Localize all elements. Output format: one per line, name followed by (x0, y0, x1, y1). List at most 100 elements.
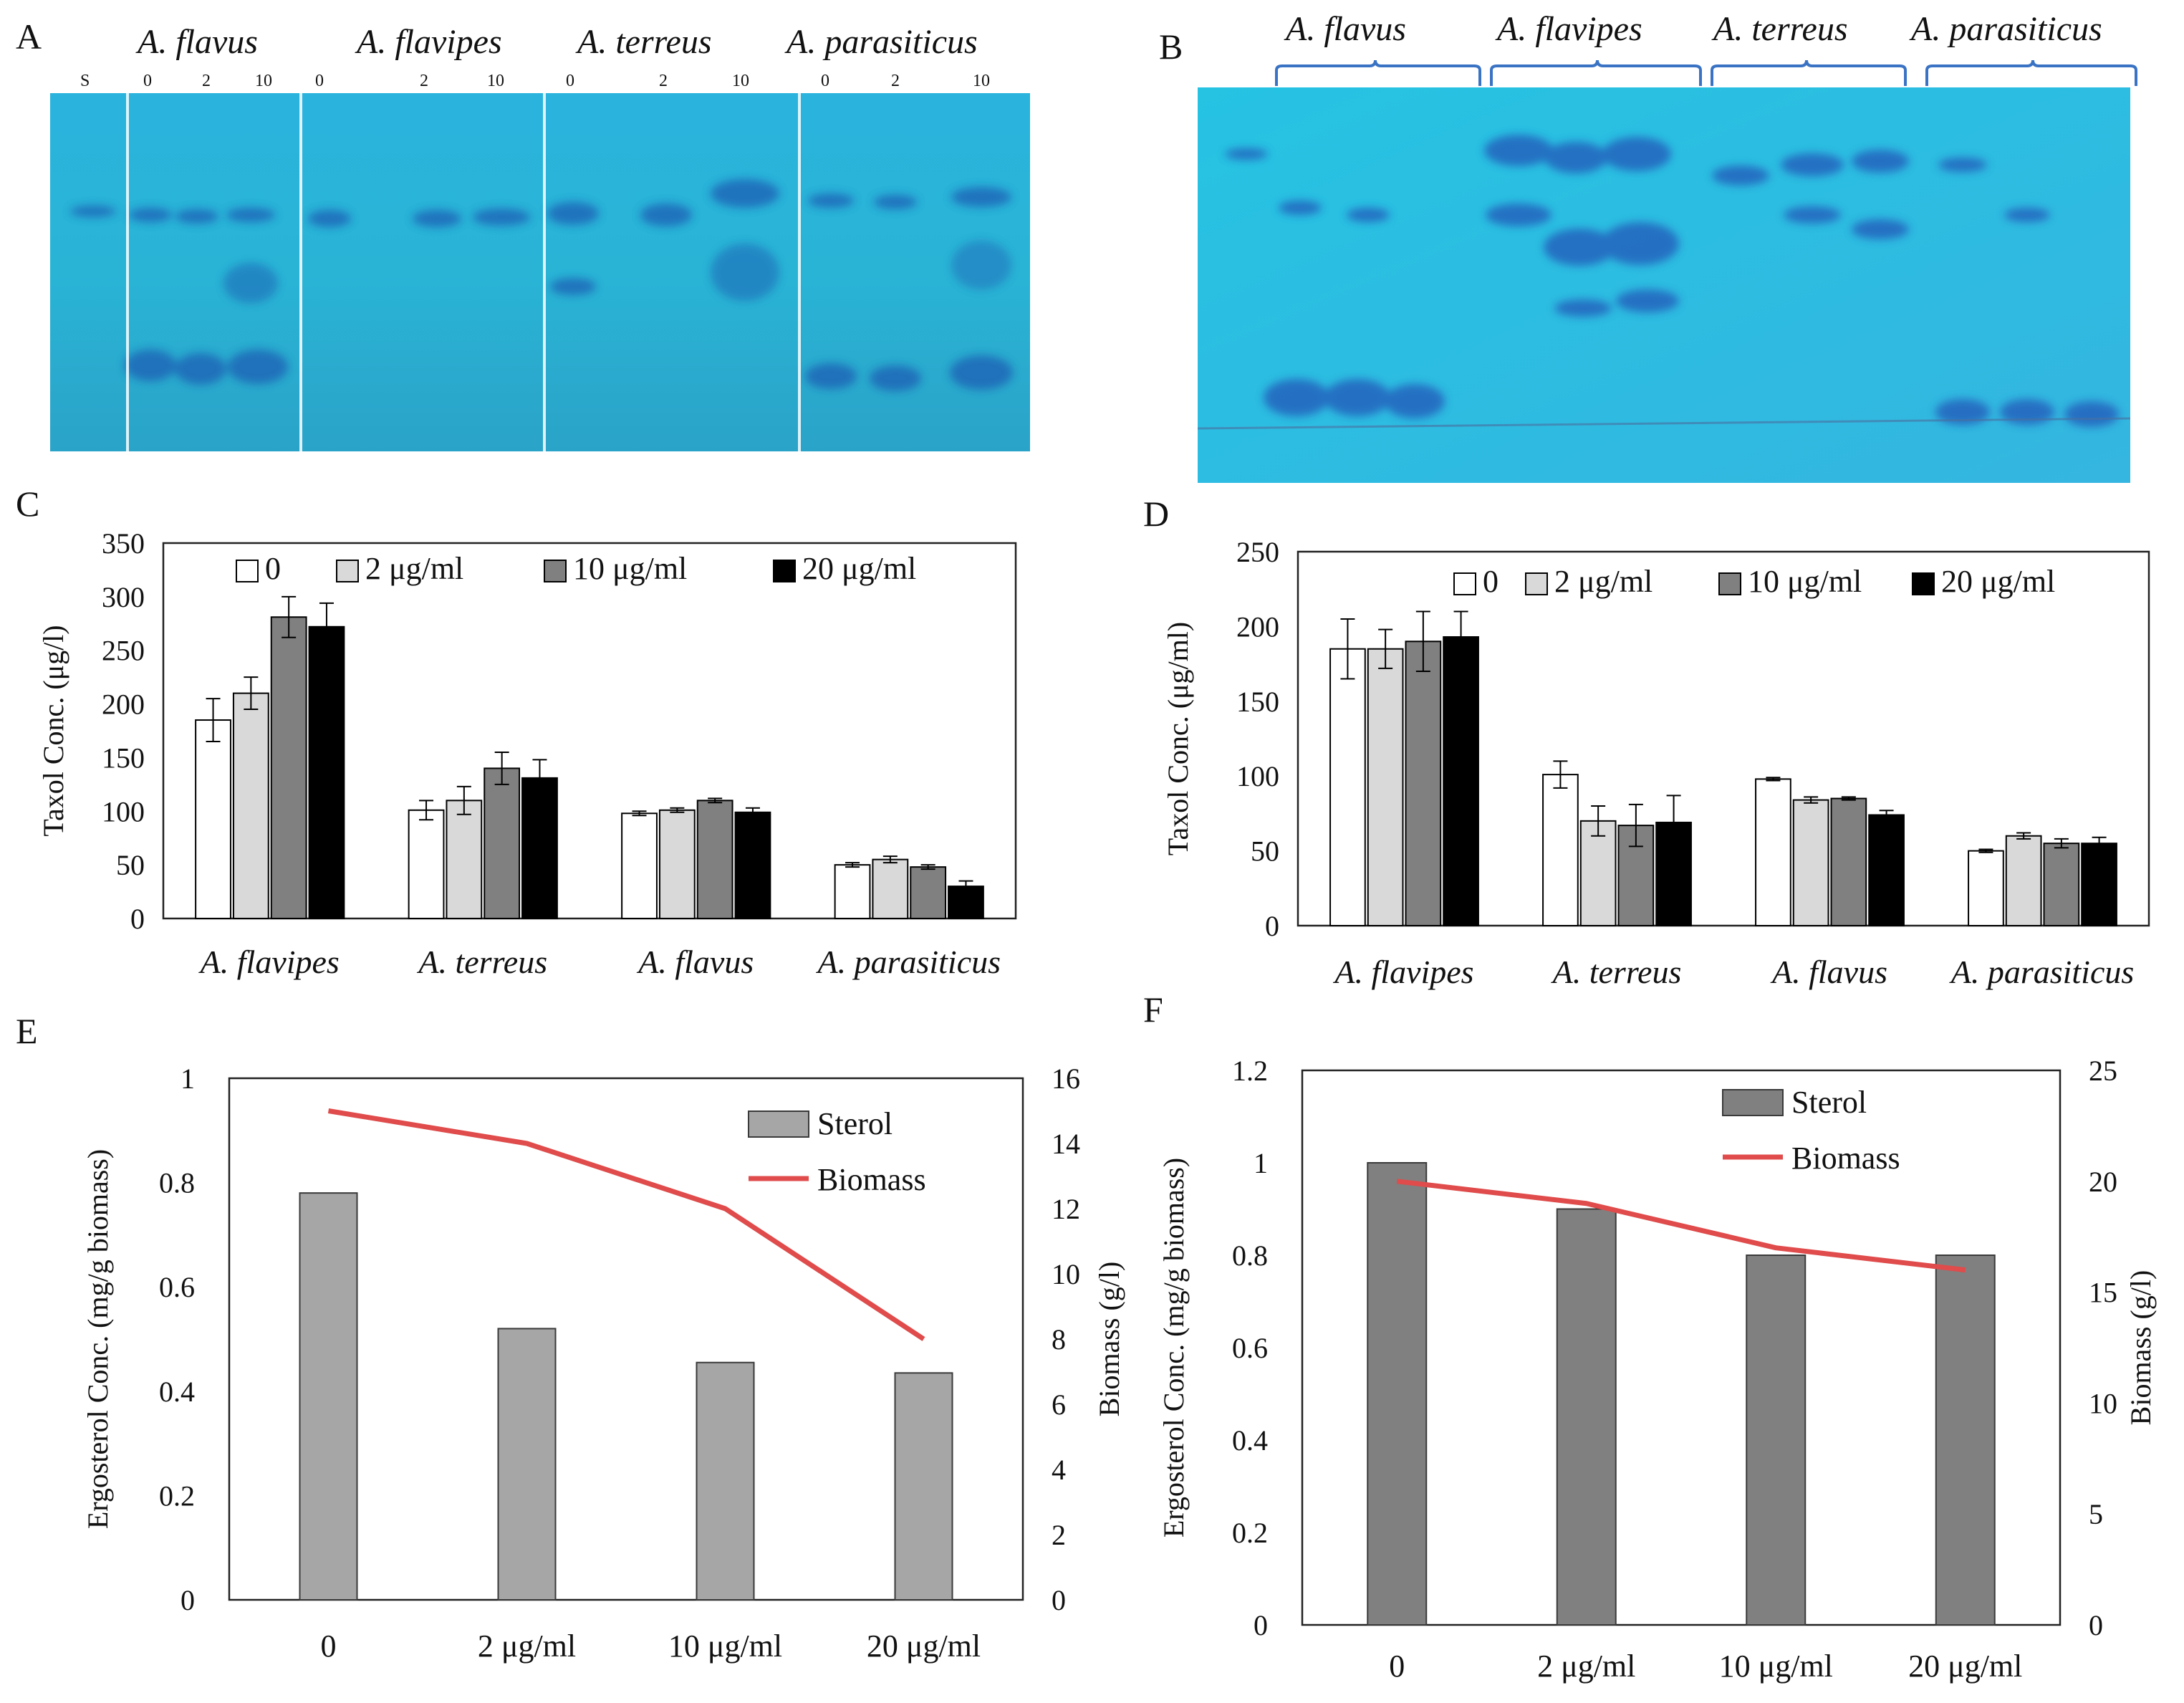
bar (1792, 799, 1829, 927)
tlc-b-brackets (1275, 59, 2137, 86)
y-tick-label: 100 (1236, 760, 1279, 792)
bar (1443, 636, 1479, 926)
bar (2005, 835, 2042, 926)
plot-frame (228, 1077, 1024, 1601)
y2-tick-label: 0 (1052, 1584, 1066, 1616)
biomass-line (327, 1108, 925, 1341)
legend-label: 10 μg/ml (573, 551, 687, 586)
panel-b: B A. flavus A. flavipes A. terreus A. pa… (1159, 10, 2137, 483)
bar (521, 777, 558, 919)
panel-label-b: B (1159, 27, 1183, 67)
legend-label: Sterol (817, 1106, 893, 1141)
tlc-a-species-3: A. terreus (575, 23, 712, 61)
bar (872, 858, 909, 919)
tlc-a-lane-label: 2 (659, 72, 668, 90)
tlc-b-species-1: A. flavus (1284, 10, 1406, 48)
x-category-label: 0 (1389, 1649, 1405, 1684)
y-tick-label: 50 (116, 849, 145, 881)
y2-tick-label: 4 (1052, 1454, 1066, 1486)
y-tick-label: 0 (130, 903, 145, 935)
y2-tick-label: 8 (1052, 1323, 1066, 1356)
y2-tick-label: 10 (1052, 1258, 1080, 1290)
y-tick-label: 350 (102, 527, 145, 560)
x-category-label: A. terreus (1551, 954, 1682, 990)
y2-tick-label: 20 (2089, 1166, 2117, 1198)
legend-swatch (1718, 572, 1741, 595)
tlc-a-lane-label: 0 (566, 72, 574, 90)
x-category-label: 10 μg/ml (1719, 1649, 1833, 1684)
legend-label: 10 μg/ml (1748, 564, 1862, 599)
tlc-a-lane-label: 0 (315, 72, 324, 90)
bar (1542, 774, 1579, 927)
legend-label: 0 (265, 551, 281, 586)
y-axis-label: Ergosterol Conc. (mg/g biomass) (82, 1149, 114, 1529)
bar (834, 864, 871, 919)
bar (1367, 1162, 1428, 1626)
tlc-a-lane-s: S (80, 72, 90, 90)
tlc-a-lane-label: 2 (420, 72, 428, 90)
y-tick-label: 50 (1251, 835, 1279, 868)
y-tick-label: 0.2 (159, 1479, 195, 1512)
y-tick-label: 0.8 (159, 1167, 195, 1199)
y-axis-label: Taxol Conc. (μg/ml) (1162, 622, 1194, 855)
chart-d: 0 50 100 150 200 250 Taxol Conc. (μg/ml) A. fla… (1162, 536, 2150, 990)
tlc-a-lane-label: 10 (255, 72, 272, 90)
y-tick-label: 100 (102, 795, 145, 827)
y-axis-label: Taxol Conc. (μg/l) (37, 625, 69, 836)
legend-swatch-sterol (748, 1110, 809, 1138)
y-tick-label: 0.6 (1232, 1332, 1268, 1364)
y2-tick-label: 6 (1052, 1388, 1066, 1421)
plot-frame (1297, 550, 2150, 927)
y-tick-label: 200 (102, 689, 145, 721)
tlc-b-spots (1225, 135, 2119, 427)
tlc-b-species-4: A. parasiticus (1909, 10, 2102, 48)
y-tick-label: 1.2 (1232, 1055, 1268, 1087)
bar (1579, 820, 1617, 926)
bar (1755, 778, 1791, 926)
legend-swatch (1525, 572, 1548, 595)
legend-label: 0 (1483, 564, 1499, 599)
bar (2043, 843, 2080, 927)
x-category-label: 20 μg/ml (1908, 1649, 2022, 1684)
bar (894, 1372, 953, 1601)
bar (621, 812, 658, 920)
y-tick-label: 250 (1236, 536, 1279, 568)
tlc-a-species-2: A. flavipes (355, 23, 502, 61)
legend-swatch (773, 560, 796, 582)
legend-swatch (1453, 572, 1476, 595)
panel-label-e: E (16, 1011, 38, 1051)
legend-swatch (336, 560, 359, 582)
y2-tick-label: 12 (1052, 1193, 1080, 1225)
y2-tick-label: 25 (2089, 1055, 2117, 1087)
bar (299, 1192, 358, 1601)
tlc-a-spots (70, 179, 1013, 391)
y-tick-label: 300 (102, 581, 145, 613)
tlc-b-species-2: A. flavipes (1495, 10, 1642, 48)
x-category-label: 2 μg/ml (1537, 1649, 1635, 1684)
y-tick-label: 0.8 (1232, 1239, 1268, 1272)
bar (1868, 814, 1905, 927)
y2-tick-label: 14 (1052, 1128, 1080, 1160)
y2-tick-label: 16 (1052, 1062, 1080, 1095)
y2-tick-label: 10 (2089, 1387, 2117, 1419)
bar (2081, 843, 2117, 927)
tlc-a-species-1: A. flavus (135, 23, 258, 61)
bar (1830, 797, 1867, 927)
y-tick-label: 200 (1236, 610, 1279, 643)
tlc-a-lane-label: 0 (143, 72, 152, 90)
panel-a: A A. flavus A. flavipes A. terreus A. pa… (16, 16, 1030, 451)
y2-tick-label: 0 (2089, 1609, 2103, 1641)
tlc-a-lane-label: 10 (973, 72, 990, 90)
bar (910, 866, 947, 919)
plot-frame (1301, 1069, 2062, 1626)
bar (658, 809, 696, 919)
y2-axis-label: Biomass (g/l) (2125, 1270, 2157, 1426)
bar (696, 800, 733, 920)
tlc-a-lane-labels: 0 2 10 0 2 10 0 2 10 0 2 10 (143, 72, 990, 90)
y2-tick-label: 5 (2089, 1498, 2103, 1530)
y2-tick-label: 2 (1052, 1519, 1066, 1551)
y-tick-label: 150 (1236, 686, 1279, 718)
tlc-b-origin-line (1197, 417, 2131, 430)
tlc-plate-a (50, 93, 1030, 451)
